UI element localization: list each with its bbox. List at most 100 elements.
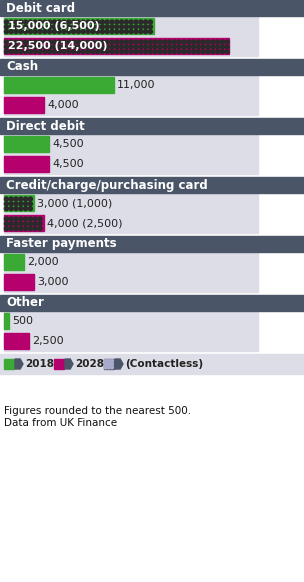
Circle shape [62, 40, 66, 44]
Circle shape [33, 25, 37, 29]
Text: Other: Other [6, 296, 44, 310]
Circle shape [14, 202, 18, 206]
Circle shape [86, 49, 90, 54]
Circle shape [4, 197, 9, 201]
Circle shape [115, 40, 119, 44]
Bar [0, 0, 304, 16]
Circle shape [129, 20, 133, 24]
Circle shape [14, 217, 18, 221]
Bar [4, 18, 154, 34]
Circle shape [225, 45, 229, 49]
Circle shape [105, 45, 109, 49]
Circle shape [4, 202, 9, 206]
Circle shape [72, 45, 76, 49]
Circle shape [115, 30, 119, 34]
Polygon shape [115, 359, 123, 369]
Circle shape [158, 40, 162, 44]
Circle shape [158, 49, 162, 54]
Bar [4, 95, 258, 115]
Circle shape [110, 363, 113, 365]
Circle shape [143, 49, 148, 54]
Text: 500: 500 [12, 316, 33, 326]
Circle shape [19, 25, 23, 29]
Circle shape [143, 30, 148, 34]
Circle shape [95, 20, 100, 24]
Circle shape [67, 20, 71, 24]
Circle shape [206, 40, 210, 44]
Circle shape [43, 25, 47, 29]
Circle shape [72, 20, 76, 24]
Circle shape [24, 226, 28, 230]
Circle shape [129, 40, 133, 44]
Circle shape [28, 202, 33, 206]
Bar [4, 333, 29, 349]
Circle shape [52, 45, 57, 49]
Circle shape [134, 49, 138, 54]
Circle shape [48, 45, 52, 49]
Bar [4, 254, 24, 270]
Circle shape [33, 40, 37, 44]
Circle shape [67, 40, 71, 44]
Circle shape [119, 45, 124, 49]
Circle shape [148, 20, 152, 24]
Circle shape [9, 202, 13, 206]
Circle shape [201, 49, 205, 54]
Text: 15,000 (6,500): 15,000 (6,500) [8, 21, 100, 31]
Circle shape [220, 49, 224, 54]
Circle shape [104, 363, 107, 365]
Circle shape [95, 45, 100, 49]
Circle shape [19, 197, 23, 201]
Circle shape [110, 360, 113, 363]
Circle shape [72, 49, 76, 54]
Circle shape [148, 30, 152, 34]
Circle shape [48, 40, 52, 44]
Circle shape [104, 366, 107, 369]
Circle shape [52, 30, 57, 34]
Circle shape [211, 40, 215, 44]
Circle shape [33, 49, 37, 54]
Circle shape [177, 40, 181, 44]
Circle shape [14, 197, 18, 201]
Circle shape [72, 30, 76, 34]
Circle shape [148, 40, 152, 44]
Circle shape [33, 217, 37, 221]
Circle shape [107, 366, 110, 369]
Circle shape [107, 360, 110, 363]
Polygon shape [15, 359, 23, 369]
Circle shape [81, 45, 85, 49]
Circle shape [14, 20, 18, 24]
Circle shape [33, 30, 37, 34]
Circle shape [33, 222, 37, 226]
Circle shape [225, 49, 229, 54]
Text: 3,000 (1,000): 3,000 (1,000) [37, 198, 112, 208]
Circle shape [24, 217, 28, 221]
Circle shape [43, 49, 47, 54]
Circle shape [57, 20, 61, 24]
Circle shape [52, 20, 57, 24]
Circle shape [38, 30, 42, 34]
Circle shape [220, 45, 224, 49]
Circle shape [4, 45, 9, 49]
Text: Debit card: Debit card [6, 2, 75, 15]
Circle shape [38, 49, 42, 54]
Circle shape [86, 20, 90, 24]
Circle shape [134, 30, 138, 34]
Circle shape [9, 45, 13, 49]
Circle shape [139, 25, 143, 29]
Circle shape [9, 25, 13, 29]
Circle shape [168, 45, 171, 49]
Bar [4, 213, 258, 233]
Circle shape [62, 25, 66, 29]
Text: Figures rounded to the nearest 500.: Figures rounded to the nearest 500. [4, 406, 191, 416]
Circle shape [14, 45, 18, 49]
Circle shape [148, 49, 152, 54]
Bar [4, 16, 258, 36]
Circle shape [38, 45, 42, 49]
Circle shape [115, 20, 119, 24]
Circle shape [57, 25, 61, 29]
Circle shape [216, 49, 219, 54]
Circle shape [143, 20, 148, 24]
Circle shape [14, 207, 18, 211]
Circle shape [38, 20, 42, 24]
Circle shape [19, 45, 23, 49]
